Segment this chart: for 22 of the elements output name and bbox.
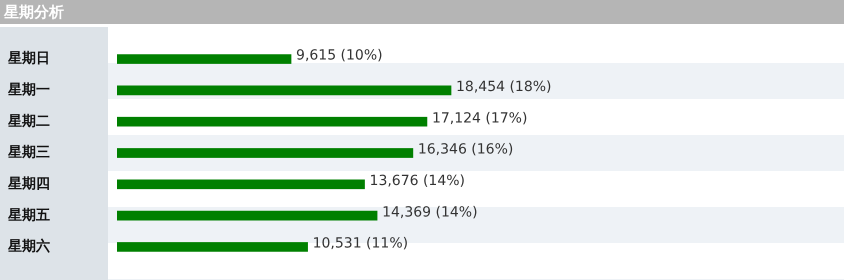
bar <box>117 242 308 252</box>
y-tick-label: 星期六 <box>7 238 50 255</box>
data-label: 16,346 (16%) <box>418 142 514 158</box>
data-label: 9,615 (10%) <box>296 48 383 64</box>
data-label: 17,124 (17%) <box>432 110 528 126</box>
y-tick-label: 星期四 <box>7 176 50 192</box>
bar <box>117 54 292 64</box>
data-label: 14,369 (14%) <box>382 204 478 220</box>
data-label: 18,454 (18%) <box>456 79 552 96</box>
chart-title: 星期分析 <box>0 0 844 27</box>
y-tick-label: 星期日 <box>7 50 50 67</box>
bar <box>117 148 414 158</box>
bar <box>117 210 378 220</box>
y-tick-label: 星期三 <box>7 144 50 161</box>
y-tick-label: 星期一 <box>7 82 50 98</box>
bar <box>117 179 365 190</box>
bar <box>117 116 428 127</box>
bar <box>117 86 452 96</box>
data-label: 13,676 (14%) <box>370 172 466 189</box>
y-tick-label: 星期二 <box>7 113 50 130</box>
data-label: 10,531 (11%) <box>312 236 408 252</box>
y-tick-label: 星期五 <box>7 207 50 224</box>
